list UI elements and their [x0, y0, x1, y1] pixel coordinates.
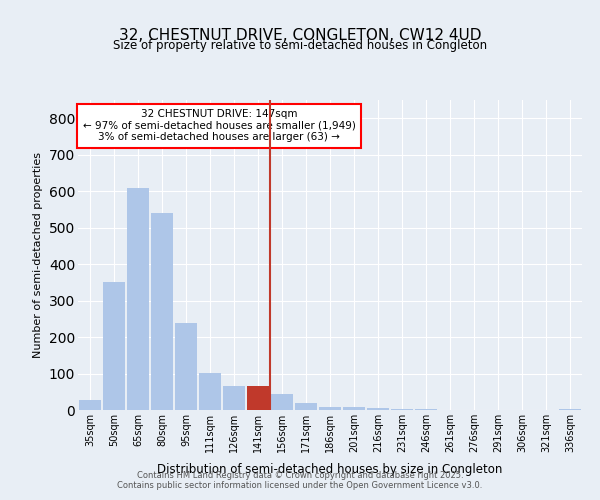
X-axis label: Distribution of semi-detached houses by size in Congleton: Distribution of semi-detached houses by … [157, 464, 503, 476]
Y-axis label: Number of semi-detached properties: Number of semi-detached properties [33, 152, 43, 358]
Bar [103, 282, 125, 410]
Text: Size of property relative to semi-detached houses in Congleton: Size of property relative to semi-detach… [113, 40, 487, 52]
Bar [79, 400, 101, 410]
Bar [127, 188, 149, 410]
Bar [367, 408, 389, 410]
Text: 32 CHESTNUT DRIVE: 147sqm
← 97% of semi-detached houses are smaller (1,949)
3% o: 32 CHESTNUT DRIVE: 147sqm ← 97% of semi-… [83, 110, 356, 142]
Bar [559, 409, 581, 410]
Text: Contains HM Land Registry data © Crown copyright and database right 2025.
Contai: Contains HM Land Registry data © Crown c… [118, 470, 482, 490]
Bar [151, 213, 173, 410]
Bar [223, 386, 245, 410]
Bar [175, 323, 197, 410]
Text: 32, CHESTNUT DRIVE, CONGLETON, CW12 4UD: 32, CHESTNUT DRIVE, CONGLETON, CW12 4UD [119, 28, 481, 42]
Bar [271, 394, 293, 410]
Bar [199, 373, 221, 410]
Bar [247, 386, 269, 410]
Bar [319, 407, 341, 410]
Bar [391, 409, 413, 410]
Bar [295, 402, 317, 410]
Bar [343, 407, 365, 410]
